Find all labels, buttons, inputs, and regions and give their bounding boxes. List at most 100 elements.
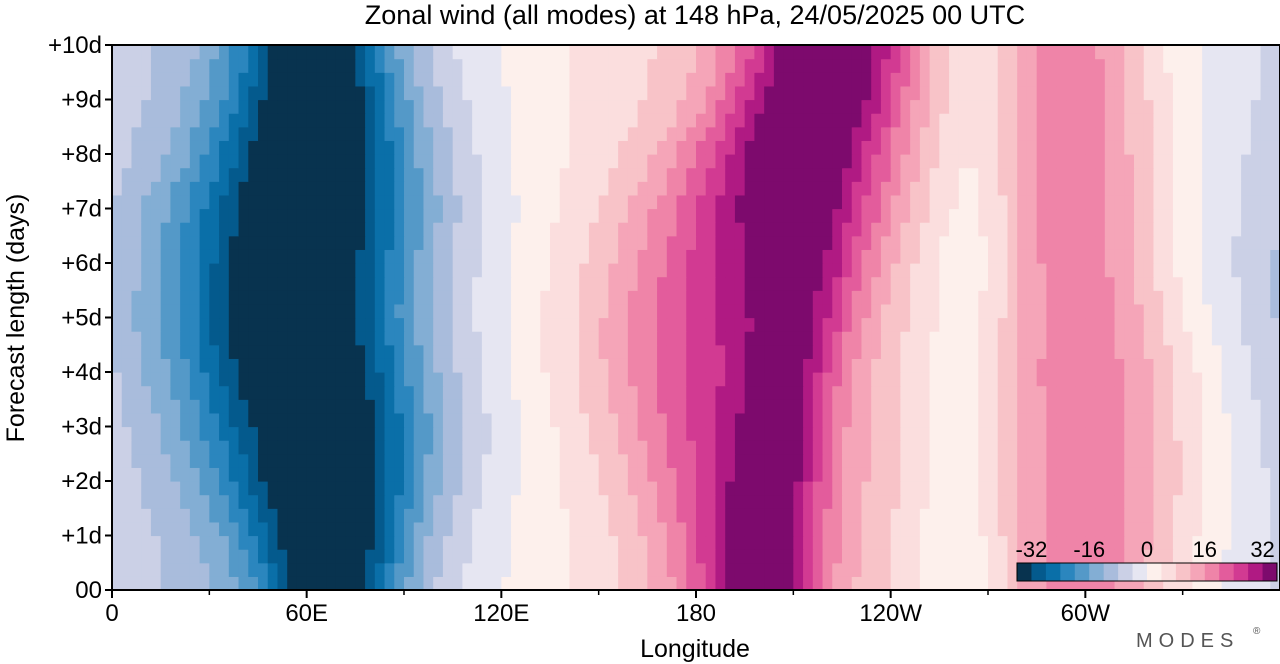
heatmap-cell bbox=[627, 249, 639, 264]
heatmap-cell bbox=[1270, 263, 1280, 278]
heatmap-cell bbox=[929, 249, 940, 264]
heatmap-cell bbox=[764, 154, 775, 169]
heatmap-cell bbox=[112, 344, 123, 359]
heatmap-cell bbox=[355, 467, 366, 482]
heatmap-cell bbox=[1163, 167, 1174, 182]
heatmap-cell bbox=[861, 426, 872, 441]
heatmap-cell bbox=[462, 317, 473, 332]
heatmap-cell bbox=[248, 521, 259, 537]
heatmap-cell bbox=[988, 249, 999, 264]
heatmap-cell bbox=[880, 263, 892, 278]
heatmap-cell bbox=[374, 167, 386, 182]
heatmap-cell bbox=[530, 399, 541, 414]
heatmap-cell bbox=[851, 576, 863, 591]
heatmap-cell bbox=[472, 181, 483, 196]
heatmap-cell bbox=[345, 535, 356, 550]
heatmap-cell bbox=[501, 385, 512, 400]
heatmap-cell bbox=[949, 440, 960, 455]
heatmap-cell bbox=[715, 521, 726, 537]
heatmap-cell bbox=[150, 399, 162, 414]
heatmap-cell bbox=[910, 399, 921, 414]
heatmap-cell bbox=[1143, 113, 1155, 128]
heatmap-cell bbox=[530, 440, 541, 455]
heatmap-cell bbox=[579, 399, 590, 414]
heatmap-cell bbox=[180, 372, 191, 387]
heatmap-cell bbox=[258, 521, 269, 537]
heatmap-cell bbox=[579, 385, 590, 400]
heatmap-cell bbox=[939, 72, 950, 87]
heatmap-cell bbox=[296, 331, 308, 346]
heatmap-cell bbox=[501, 521, 512, 537]
heatmap-cell bbox=[1270, 208, 1280, 223]
heatmap-cell bbox=[579, 263, 590, 278]
heatmap-cell bbox=[657, 331, 668, 346]
heatmap-cell bbox=[1065, 535, 1077, 550]
heatmap-cell bbox=[637, 317, 648, 332]
heatmap-cell bbox=[812, 72, 824, 87]
heatmap-cell bbox=[472, 222, 483, 237]
heatmap-cell bbox=[949, 344, 960, 359]
heatmap-cell bbox=[1143, 372, 1155, 387]
heatmap-cell bbox=[929, 385, 940, 400]
heatmap-cell bbox=[228, 576, 240, 591]
heatmap-cell bbox=[696, 303, 707, 319]
heatmap-cell bbox=[1260, 99, 1271, 114]
heatmap-cell bbox=[929, 181, 940, 196]
heatmap-cell bbox=[725, 222, 736, 237]
heatmap-cell bbox=[170, 453, 181, 468]
heatmap-cell bbox=[1143, 126, 1155, 141]
heatmap-cell bbox=[1250, 535, 1262, 550]
heatmap-cell bbox=[880, 481, 892, 496]
heatmap-cell bbox=[462, 481, 473, 496]
heatmap-cell bbox=[335, 412, 347, 428]
heatmap-cell bbox=[481, 194, 493, 210]
heatmap-cell bbox=[219, 440, 230, 455]
heatmap-cell bbox=[374, 99, 386, 114]
heatmap-cell bbox=[287, 167, 298, 182]
heatmap-cell bbox=[1007, 549, 1018, 564]
heatmap-cell bbox=[559, 140, 571, 155]
heatmap-cell bbox=[326, 208, 337, 223]
heatmap-cell bbox=[306, 494, 317, 509]
heatmap-cell bbox=[1192, 181, 1203, 196]
heatmap-cell bbox=[1260, 303, 1271, 319]
heatmap-cell bbox=[1153, 508, 1164, 523]
heatmap-cell bbox=[238, 235, 249, 250]
heatmap-cell bbox=[267, 467, 279, 482]
heatmap-cell bbox=[773, 194, 785, 210]
heatmap-cell bbox=[1172, 222, 1184, 237]
heatmap-cell bbox=[910, 508, 921, 523]
heatmap-cell bbox=[1260, 426, 1271, 441]
heatmap-cell bbox=[462, 385, 473, 400]
heatmap-cell bbox=[1221, 344, 1232, 359]
heatmap-cell bbox=[540, 344, 551, 359]
heatmap-cell bbox=[949, 331, 960, 346]
heatmap-cell bbox=[783, 181, 794, 196]
heatmap-cell bbox=[189, 426, 201, 441]
heatmap-cell bbox=[705, 358, 717, 373]
heatmap-cell bbox=[540, 85, 551, 101]
heatmap-cell bbox=[773, 167, 785, 182]
heatmap-cell bbox=[579, 508, 590, 523]
heatmap-cell bbox=[345, 99, 356, 114]
heatmap-cell bbox=[296, 508, 308, 523]
heatmap-cell bbox=[258, 453, 269, 468]
heatmap-cell bbox=[842, 508, 853, 523]
heatmap-cell bbox=[404, 85, 415, 101]
heatmap-cell bbox=[657, 72, 668, 87]
heatmap-cell bbox=[1153, 276, 1164, 291]
heatmap-cell bbox=[666, 58, 678, 73]
heatmap-cell bbox=[150, 290, 162, 305]
heatmap-cell bbox=[569, 372, 580, 387]
heatmap-cell bbox=[1153, 290, 1164, 305]
heatmap-cell bbox=[170, 576, 181, 591]
heatmap-cell bbox=[131, 45, 142, 60]
heatmap-cell bbox=[326, 154, 337, 169]
heatmap-cell bbox=[160, 263, 171, 278]
heatmap-cell bbox=[550, 154, 561, 169]
heatmap-cell bbox=[1143, 99, 1155, 114]
heatmap-cell bbox=[559, 290, 571, 305]
heatmap-cell bbox=[958, 344, 970, 359]
heatmap-cell bbox=[112, 453, 123, 468]
heatmap-cell bbox=[559, 344, 571, 359]
